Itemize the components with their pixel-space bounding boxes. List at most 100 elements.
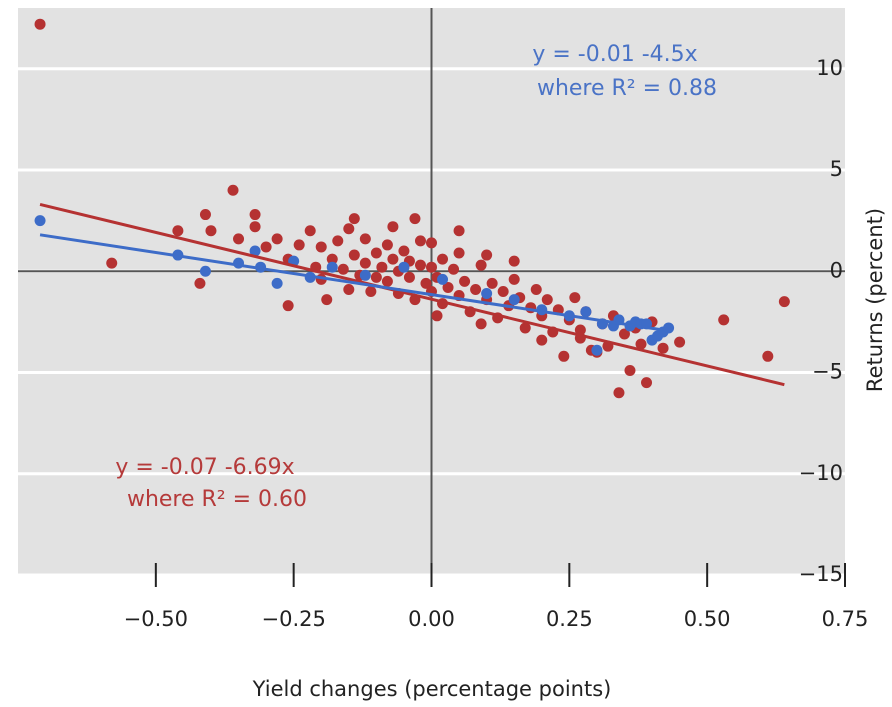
y-tick-label: −15: [799, 562, 843, 586]
point: [343, 223, 355, 235]
point: [321, 294, 333, 306]
point: [674, 336, 686, 348]
fit-line: [39, 233, 664, 332]
point: [574, 324, 586, 336]
x-tick-label: 0.50: [684, 607, 731, 631]
point: [233, 233, 245, 245]
point: [591, 344, 603, 356]
point: [348, 213, 360, 225]
y-tick-label: −10: [799, 461, 843, 485]
point: [426, 261, 437, 273]
point: [365, 286, 377, 297]
point: [326, 253, 338, 265]
equation-annotation: where R² = 0.60: [127, 487, 307, 512]
point: [778, 296, 790, 308]
point: [249, 209, 261, 221]
point: [249, 221, 261, 233]
point: [718, 314, 730, 326]
point: [470, 283, 482, 295]
point: [227, 184, 239, 196]
point: [359, 233, 371, 245]
point: [652, 330, 664, 342]
point: [381, 275, 393, 287]
point: [403, 271, 415, 283]
point: [282, 300, 294, 312]
point: [348, 249, 360, 261]
point: [508, 255, 520, 267]
point: [519, 322, 531, 334]
x-tick-label: −0.25: [261, 607, 325, 631]
y-tick-label: 5: [830, 157, 843, 181]
point: [437, 273, 449, 285]
y-tick-label: −5: [812, 360, 843, 384]
point: [199, 209, 211, 221]
point: [381, 239, 393, 251]
point: [260, 241, 272, 253]
point: [414, 259, 426, 271]
fit-line: [39, 202, 785, 387]
x-tick-label: 0.75: [822, 607, 869, 631]
point: [387, 253, 399, 265]
point: [497, 286, 509, 297]
point: [398, 245, 410, 257]
equation-annotation: y = -0.07 -6.69x: [115, 455, 294, 480]
marks: [34, 18, 790, 399]
point: [398, 261, 410, 273]
point: [172, 225, 184, 237]
point: [618, 328, 630, 340]
point: [475, 259, 487, 271]
point: [569, 292, 581, 304]
point: [271, 277, 283, 289]
point: [194, 277, 206, 289]
point: [409, 213, 421, 225]
point: [657, 342, 669, 354]
point: [453, 247, 465, 259]
point: [481, 288, 493, 300]
point: [442, 281, 454, 293]
point: [508, 294, 520, 306]
point: [387, 221, 399, 233]
point: [530, 283, 542, 295]
point: [486, 277, 498, 289]
y-axis-label: Returns (percent): [863, 208, 887, 392]
point: [541, 294, 553, 306]
point: [641, 377, 653, 389]
point: [326, 261, 338, 273]
point: [337, 263, 349, 275]
point: [376, 261, 388, 273]
point: [448, 263, 460, 275]
point: [453, 225, 465, 237]
point: [414, 235, 426, 247]
point: [106, 257, 118, 269]
equation-annotation: y = -0.01 -4.5x: [532, 42, 697, 67]
x-tick-label: 0.25: [546, 607, 593, 631]
equation-annotation: where R² = 0.88: [537, 76, 717, 101]
point: [558, 350, 570, 362]
point: [420, 277, 432, 289]
point: [370, 271, 382, 283]
point: [613, 387, 625, 399]
x-axis-label: Yield changes (percentage points): [252, 677, 612, 701]
point: [343, 283, 355, 295]
point: [536, 334, 548, 346]
point: [315, 241, 327, 253]
point: [431, 310, 443, 322]
point: [34, 18, 46, 30]
point: [332, 235, 344, 247]
y-tick-label: 10: [816, 56, 843, 80]
point: [304, 225, 316, 237]
point: [437, 253, 449, 265]
point: [271, 233, 283, 245]
point: [580, 306, 592, 318]
point: [426, 237, 437, 249]
point: [475, 318, 487, 330]
point: [663, 322, 675, 334]
point: [293, 239, 305, 251]
point: [508, 273, 520, 285]
y-tick-label: 0: [830, 258, 843, 282]
point: [359, 257, 371, 269]
point: [762, 350, 774, 362]
point: [624, 364, 636, 376]
point: [459, 275, 471, 287]
x-tick-label: 0.00: [408, 607, 455, 631]
